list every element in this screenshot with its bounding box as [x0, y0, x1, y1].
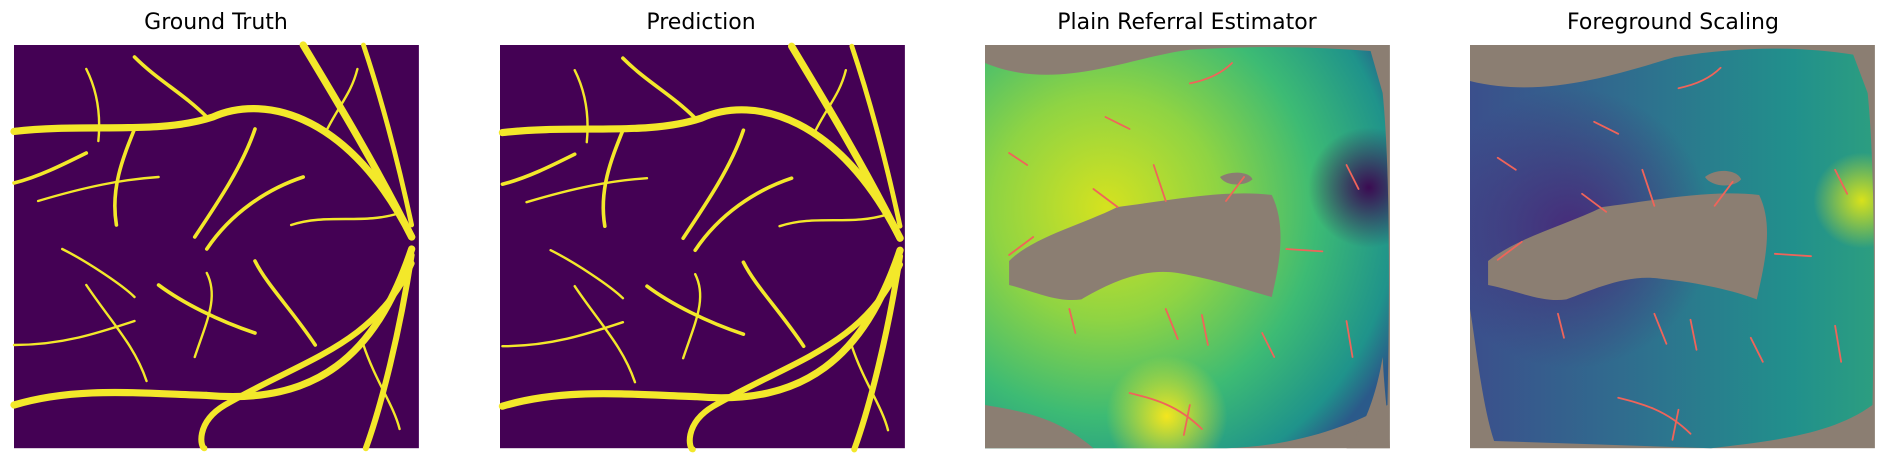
- foreground-scaling-heatmap: [1470, 45, 1875, 449]
- panel-title: Ground Truth: [144, 10, 288, 35]
- panel-title: Plain Referral Estimator: [1057, 10, 1317, 35]
- panel-title: Prediction: [646, 10, 755, 35]
- ground-truth-image: [14, 45, 419, 448]
- prediction-image: [500, 45, 905, 449]
- panel-title: Foreground Scaling: [1567, 10, 1779, 35]
- referral-heatmap: [985, 45, 1390, 449]
